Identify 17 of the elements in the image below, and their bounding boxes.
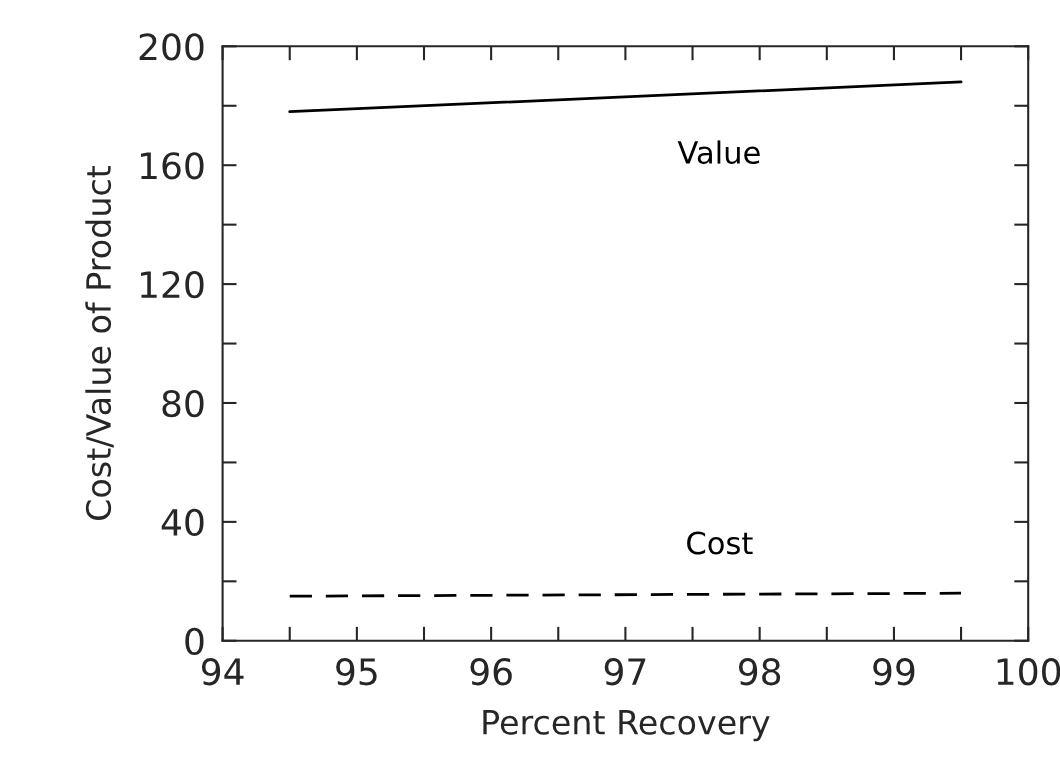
y-tick-label: 0 xyxy=(185,627,204,655)
y-tick-label: 80 xyxy=(162,389,204,418)
x-tick-label: 94 xyxy=(201,658,244,686)
x-tick-label: 96 xyxy=(470,658,512,686)
y-tick-label: 120 xyxy=(140,271,204,299)
x-axis-title: Percent Recovery xyxy=(483,710,770,742)
y-tick-label: 200 xyxy=(139,33,204,61)
series-label: Cost xyxy=(687,531,753,555)
x-tick-label: 98 xyxy=(738,658,781,686)
series-label: Value xyxy=(677,140,760,165)
x-tick-label: 99 xyxy=(873,658,915,686)
x-tick-label: 95 xyxy=(336,658,377,686)
x-tick-label: 97 xyxy=(604,658,646,686)
x-tick-label: 100 xyxy=(997,658,1060,686)
y-tick-label: 160 xyxy=(140,152,204,180)
y-axis-title: Cost/Value of Product xyxy=(85,165,114,521)
y-tick-label: 40 xyxy=(161,508,204,537)
